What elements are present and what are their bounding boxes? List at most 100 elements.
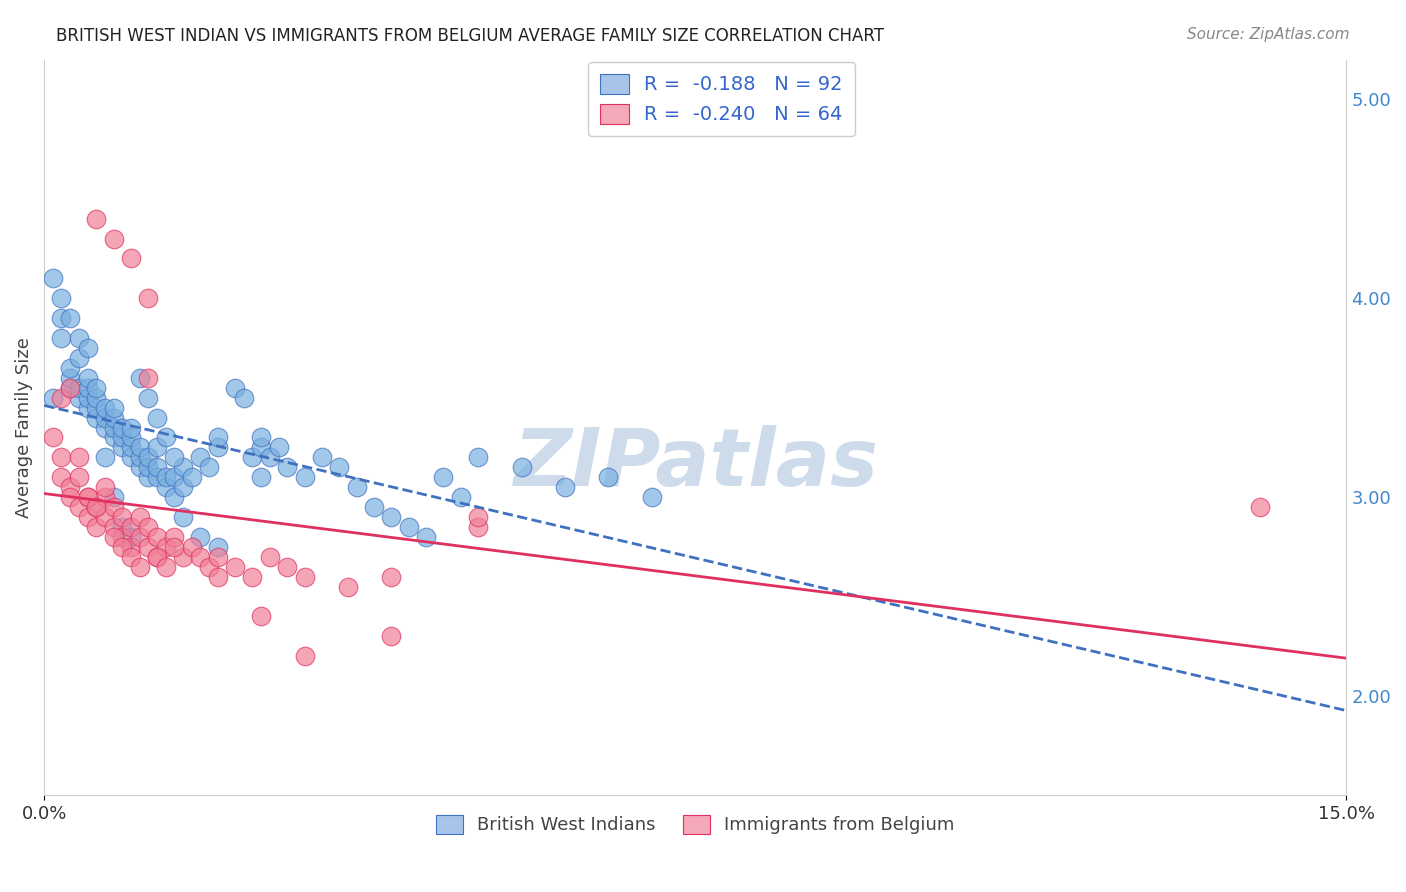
Point (136, 460, 159, 475)
Point (84, 391, 107, 405)
Point (267, 441, 290, 455)
Point (120, 252, 142, 266)
Point (59, 490, 82, 504)
Point (450, 490, 472, 504)
Point (146, 460, 169, 475)
Point (111, 430, 134, 444)
Point (172, 460, 194, 475)
Point (598, 470, 620, 484)
Point (103, 401, 125, 415)
Point (172, 510, 194, 524)
Point (76, 401, 98, 415)
Point (128, 510, 150, 524)
Point (510, 460, 533, 475)
Point (380, 510, 402, 524)
Point (136, 291, 159, 305)
Point (111, 520, 134, 534)
Point (51, 331, 73, 345)
Point (198, 559, 221, 574)
Point (84, 410, 107, 425)
Point (380, 629, 402, 643)
Point (128, 441, 150, 455)
Point (163, 530, 186, 544)
Point (172, 480, 194, 494)
Point (128, 559, 150, 574)
Point (103, 520, 125, 534)
Point (346, 480, 368, 494)
Point (146, 410, 169, 425)
Point (103, 500, 125, 514)
Point (155, 480, 177, 494)
Point (67, 381, 90, 395)
Point (111, 530, 134, 544)
Point (190, 549, 212, 564)
Point (84, 520, 107, 534)
Point (120, 430, 142, 444)
Point (103, 231, 125, 245)
Point (76, 391, 98, 405)
Point (163, 450, 186, 465)
Point (432, 470, 454, 484)
Point (467, 450, 489, 465)
Point (398, 520, 420, 534)
Point (76, 510, 98, 524)
Point (136, 450, 159, 465)
Point (67, 450, 90, 465)
Point (42, 271, 65, 285)
Point (120, 420, 142, 434)
Point (136, 391, 159, 405)
Text: ZIPatlas: ZIPatlas (513, 425, 877, 503)
Point (554, 480, 576, 494)
Point (51, 470, 73, 484)
Point (67, 331, 90, 345)
Point (51, 391, 73, 405)
Point (42, 391, 65, 405)
Point (242, 569, 264, 583)
Point (146, 470, 169, 484)
Point (294, 470, 316, 484)
Point (136, 470, 159, 484)
Point (59, 311, 82, 326)
Point (467, 520, 489, 534)
Legend: British West Indians, Immigrants from Belgium: British West Indians, Immigrants from Be… (425, 805, 966, 846)
Point (67, 500, 90, 514)
Text: BRITISH WEST INDIAN VS IMMIGRANTS FROM BELGIUM AVERAGE FAMILY SIZE CORRELATION C: BRITISH WEST INDIAN VS IMMIGRANTS FROM B… (56, 27, 884, 45)
Point (76, 490, 98, 504)
Point (250, 470, 273, 484)
Point (59, 371, 82, 385)
Point (84, 211, 107, 226)
Point (180, 470, 202, 484)
Point (155, 430, 177, 444)
Point (172, 549, 194, 564)
Point (84, 381, 107, 395)
Point (94, 480, 117, 494)
Point (207, 430, 229, 444)
Point (111, 510, 134, 524)
Point (103, 430, 125, 444)
Point (67, 391, 90, 405)
Point (103, 530, 125, 544)
Point (128, 450, 150, 465)
Point (232, 391, 254, 405)
Point (250, 609, 273, 624)
Point (328, 460, 350, 475)
Point (363, 500, 385, 514)
Point (111, 540, 134, 554)
Point (84, 401, 107, 415)
Point (120, 520, 142, 534)
Point (242, 450, 264, 465)
Point (59, 480, 82, 494)
Point (259, 549, 281, 564)
Point (180, 540, 202, 554)
Point (111, 420, 134, 434)
Point (120, 530, 142, 544)
Point (155, 540, 177, 554)
Point (94, 420, 117, 434)
Point (136, 540, 159, 554)
Point (94, 410, 117, 425)
Point (51, 450, 73, 465)
Text: Source: ZipAtlas.com: Source: ZipAtlas.com (1187, 27, 1350, 42)
Point (198, 460, 221, 475)
Point (380, 569, 402, 583)
Point (146, 530, 169, 544)
